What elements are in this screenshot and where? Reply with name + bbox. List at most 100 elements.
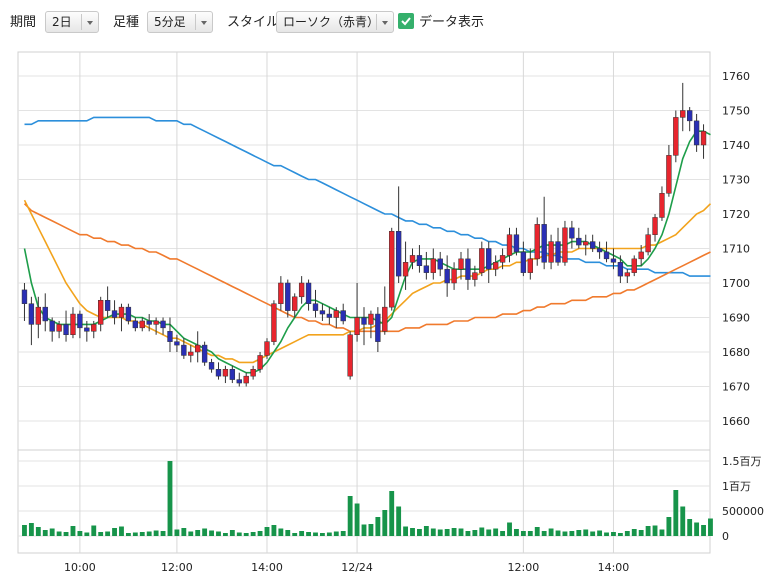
candle-body	[402, 262, 409, 277]
time-tick-label: 12:00	[161, 561, 193, 574]
volume-bar	[257, 531, 263, 536]
volume-bar	[285, 530, 291, 536]
time-tick-label: 14:00	[251, 561, 283, 574]
volume-bar	[514, 529, 519, 536]
style-value: ローソク（赤青）	[283, 15, 380, 29]
volume-bar	[84, 532, 90, 536]
candle-body	[139, 320, 145, 329]
candle-body	[146, 320, 152, 325]
volume-bar	[35, 527, 41, 536]
candle-body	[409, 255, 416, 263]
candle-body	[631, 258, 637, 273]
volume-bar	[278, 528, 284, 536]
volume-bar	[250, 532, 256, 536]
candle-body	[250, 369, 256, 377]
candle-body	[645, 234, 651, 253]
candle-body	[513, 234, 520, 253]
price-tick-label: 1730	[722, 174, 750, 187]
candle-body	[375, 313, 381, 342]
volume-bar	[49, 528, 55, 536]
volume-bar	[520, 531, 526, 536]
candle-body	[271, 303, 277, 342]
period-select[interactable]: 2日	[45, 11, 99, 33]
candle-body	[91, 324, 97, 332]
candle-body	[56, 324, 62, 332]
candle-body	[35, 306, 41, 325]
price-chart: 1760 1750 1740 1730 1720 1710 1700 1690 1680 1670…	[17, 51, 764, 574]
volume-bar	[590, 531, 596, 536]
volume-bar	[444, 529, 450, 536]
candle-body	[610, 258, 617, 263]
candle-body	[555, 241, 561, 263]
chevron-down-icon	[376, 14, 393, 30]
candle-body	[569, 227, 575, 239]
candle-body	[673, 117, 679, 156]
candle-body	[382, 306, 388, 332]
candle-body	[222, 369, 229, 377]
candle-body	[340, 310, 346, 322]
candle-body	[201, 344, 208, 363]
style-label: スタイル	[227, 15, 280, 30]
candle-body	[659, 193, 665, 218]
volume-bar	[112, 528, 117, 536]
volume-bar	[534, 527, 540, 536]
candle-body	[527, 258, 533, 273]
candle-body	[153, 320, 159, 325]
volume-bar	[91, 525, 97, 536]
candle-body	[541, 224, 547, 263]
candle-body	[326, 313, 333, 318]
candle-body	[458, 258, 464, 270]
candle-body	[617, 262, 624, 277]
volume-bar	[694, 522, 700, 536]
volume-bar	[541, 531, 547, 536]
candle-body	[188, 351, 194, 356]
candle-body	[486, 248, 492, 270]
volume-bar	[146, 531, 152, 536]
volume-bar	[188, 531, 194, 536]
volume-bar	[354, 503, 360, 536]
bar-type-value: 5分足	[154, 15, 186, 29]
data-display-checkbox[interactable]	[398, 13, 414, 29]
candle-body	[305, 282, 312, 304]
candle-body	[347, 334, 353, 377]
volume-bar	[319, 533, 325, 536]
volume-bar	[181, 528, 187, 536]
candle-body	[257, 355, 263, 370]
candle-body	[98, 300, 104, 325]
volume-bar	[56, 531, 62, 536]
volume-bar	[119, 526, 124, 536]
volume-bar	[638, 530, 644, 536]
candle-body	[28, 303, 35, 325]
toolbar: 期間 2日 足種 5分足 スタイル ローソク（赤青） データ表示	[0, 0, 765, 40]
volume-bar	[701, 525, 706, 536]
volume-bar	[28, 523, 34, 536]
bar-type-select[interactable]: 5分足	[147, 11, 213, 33]
candle-body	[84, 327, 90, 332]
candle-body	[49, 320, 55, 332]
style-select[interactable]: ローソク（赤青）	[276, 11, 394, 33]
candle-body	[70, 313, 76, 335]
candle-body	[319, 310, 326, 315]
volume-bar	[77, 531, 83, 536]
candle-body	[596, 248, 603, 253]
candle-body	[548, 241, 554, 263]
volume-bar	[500, 531, 506, 536]
candle-body	[42, 306, 48, 322]
candle-body	[298, 282, 305, 298]
volume-bar	[195, 530, 201, 536]
volume-tick-label: 1百万	[722, 480, 751, 493]
volume-bar	[472, 530, 478, 536]
candle-body	[111, 310, 118, 318]
volume-bar	[430, 528, 436, 536]
candle-body	[562, 227, 568, 263]
volume-bar	[229, 530, 235, 536]
price-tick-label: 1760	[722, 70, 750, 83]
volume-bar	[617, 533, 623, 536]
candle-body	[700, 130, 707, 146]
volume-bar	[555, 530, 561, 536]
volume-bar	[326, 532, 332, 536]
volume-bar	[361, 524, 367, 536]
candle-body	[132, 320, 139, 329]
volume-bar	[63, 532, 69, 536]
candle-body	[243, 375, 249, 384]
